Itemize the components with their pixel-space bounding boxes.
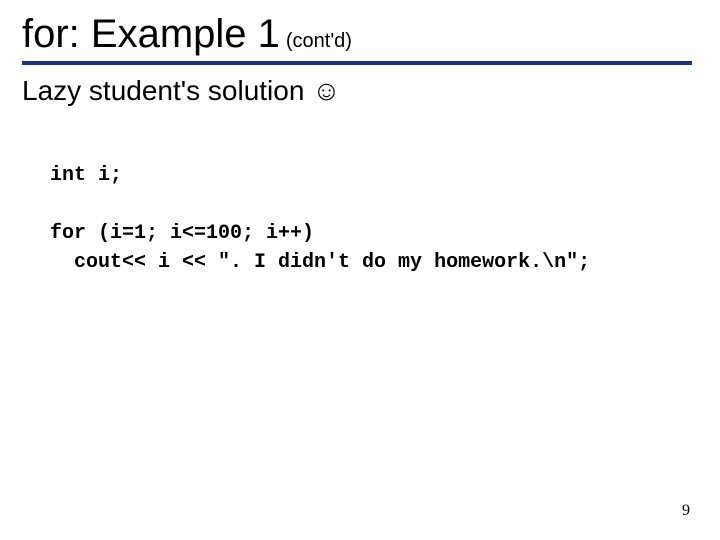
slide-title-suffix: (cont'd): [286, 30, 352, 53]
slide: for: Example 1 (cont'd) Lazy student's s…: [0, 0, 720, 540]
page-number: 9: [682, 502, 690, 520]
slide-title: for: Example 1: [22, 12, 280, 57]
title-line: for: Example 1 (cont'd): [22, 12, 692, 57]
title-underline: [22, 61, 692, 65]
code-block: int i; for (i=1; i<=100; i++) cout<< i <…: [50, 161, 692, 277]
subtitle: Lazy student's solution ☺: [22, 75, 692, 107]
